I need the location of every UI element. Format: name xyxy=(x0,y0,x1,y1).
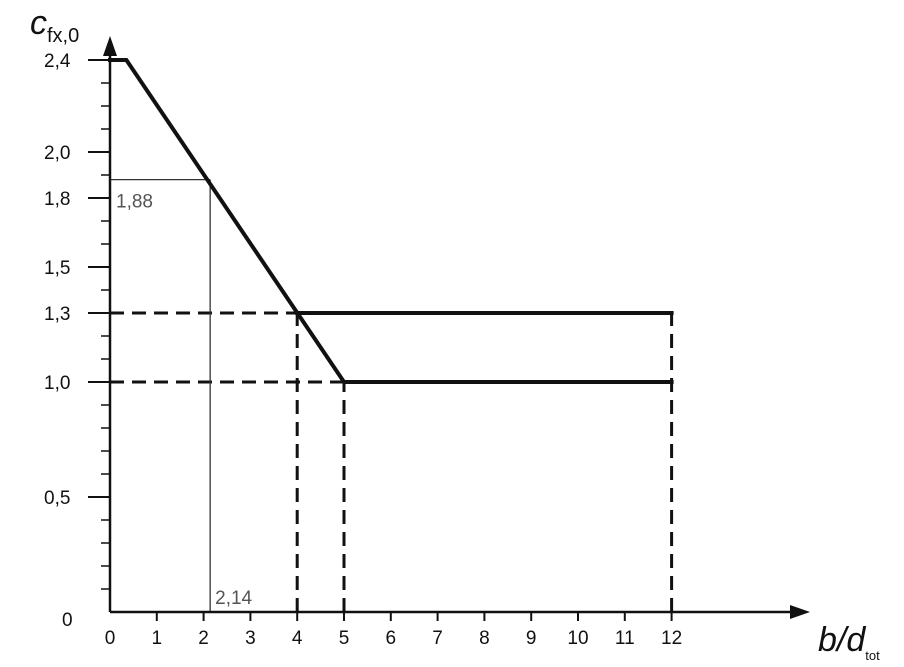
x-tick-label: 5 xyxy=(339,628,350,649)
y-tick-label: 2,0 xyxy=(44,143,70,164)
x-axis-label: b/dtot xyxy=(818,621,880,663)
y-axis-arrow xyxy=(103,36,117,56)
y-tick-label: 0,5 xyxy=(44,488,70,509)
x-tick-label: 8 xyxy=(479,628,490,649)
annotations: 1,88 2,14 xyxy=(116,192,253,609)
reference-lines xyxy=(110,178,674,612)
series-lines xyxy=(108,58,674,384)
x-tick-label: 3 xyxy=(245,628,256,649)
x-axis-label-main: b/d xyxy=(818,621,866,659)
series-line-0 xyxy=(108,58,674,384)
x-tick-label: 2 xyxy=(198,628,209,649)
x-tick-label: 11 xyxy=(615,628,635,649)
x-tick-label: 6 xyxy=(386,628,397,649)
x-tick-label: 9 xyxy=(526,628,537,649)
y-tick-label: 1,8 xyxy=(44,189,70,210)
x-tick-label: 0 xyxy=(105,628,116,649)
x-tick-label: 4 xyxy=(292,628,303,649)
annotation-label: 2,14 xyxy=(215,588,252,609)
y-tick-label: 1,0 xyxy=(44,373,70,394)
y-tick-label: 1,5 xyxy=(44,258,70,279)
y-tick-label: 0 xyxy=(62,610,73,631)
x-tick-label: 7 xyxy=(432,628,443,649)
y-tick-label: 1,3 xyxy=(44,304,70,325)
y-axis-label-main: c xyxy=(30,4,47,42)
x-tick-label: 1 xyxy=(152,628,163,649)
y-axis-label: cfx,0 xyxy=(30,4,79,47)
annotation-label: 1,88 xyxy=(116,192,153,213)
y-tick-label: 2,4 xyxy=(44,51,71,72)
ticks xyxy=(88,59,673,621)
x-axis-arrow xyxy=(790,605,810,619)
x-tick-label: 12 xyxy=(661,628,682,649)
y-axis-label-sub: fx,0 xyxy=(47,25,79,47)
x-axis-label-sub: tot xyxy=(865,648,880,663)
axes xyxy=(103,36,810,619)
x-tick-label: 10 xyxy=(567,628,588,649)
